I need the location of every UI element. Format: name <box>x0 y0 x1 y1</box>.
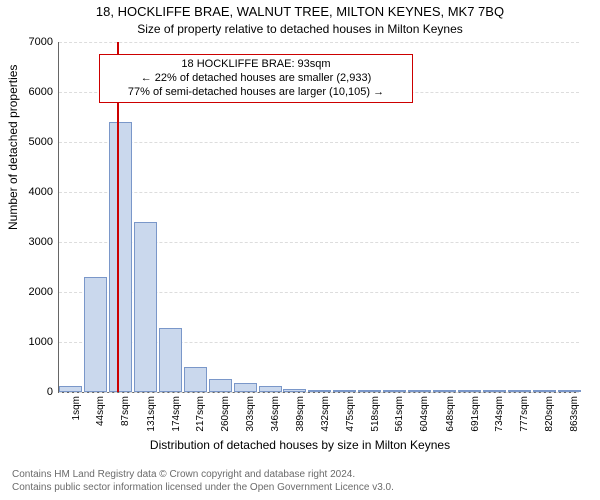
histogram-bar <box>59 386 82 392</box>
x-tick-label: 44sqm <box>95 396 106 426</box>
x-tick-label: 820sqm <box>544 396 555 432</box>
histogram-bar <box>358 390 381 392</box>
histogram-bar <box>109 122 132 392</box>
x-tick-label: 604sqm <box>419 396 430 432</box>
plot-area: 010002000300040005000600070001sqm44sqm87… <box>58 42 579 393</box>
x-tick-label: 863sqm <box>569 396 580 432</box>
annotation-line2: ← 22% of detached houses are smaller (2,… <box>106 72 406 86</box>
y-tick-label: 0 <box>47 386 53 398</box>
gridline <box>59 42 579 43</box>
x-tick-label: 691sqm <box>470 396 481 432</box>
x-tick-label: 475sqm <box>345 396 356 432</box>
x-tick-label: 734sqm <box>494 396 505 432</box>
y-tick-label: 2000 <box>29 286 53 298</box>
footer: Contains HM Land Registry data © Crown c… <box>12 468 394 494</box>
x-tick-label: 87sqm <box>120 396 131 426</box>
histogram-bar <box>333 390 356 392</box>
annotation-line1: 18 HOCKLIFFE BRAE: 93sqm <box>106 58 406 72</box>
histogram-bar <box>533 390 556 392</box>
x-tick-label: 217sqm <box>195 396 206 432</box>
x-tick-label: 131sqm <box>146 396 157 432</box>
chart-container: { "chart": { "type": "histogram", "title… <box>0 0 600 500</box>
histogram-bar <box>184 367 207 392</box>
gridline <box>59 142 579 143</box>
x-tick-label: 1sqm <box>71 396 82 420</box>
histogram-bar <box>159 328 182 392</box>
chart-title-line2: Size of property relative to detached ho… <box>0 22 600 36</box>
x-tick-label: 303sqm <box>245 396 256 432</box>
x-tick-label: 518sqm <box>370 396 381 432</box>
histogram-bar <box>383 390 406 392</box>
x-tick-label: 777sqm <box>519 396 530 432</box>
gridline <box>59 192 579 193</box>
x-tick-label: 174sqm <box>171 396 182 432</box>
x-axis-label: Distribution of detached houses by size … <box>0 438 600 452</box>
y-axis-label: Number of detached properties <box>6 65 20 230</box>
histogram-bar <box>408 390 431 392</box>
histogram-bar <box>558 390 581 392</box>
x-tick-label: 260sqm <box>220 396 231 432</box>
y-tick-label: 6000 <box>29 86 53 98</box>
x-tick-label: 561sqm <box>394 396 405 432</box>
histogram-bar <box>209 379 232 392</box>
annotation-line3: 77% of semi-detached houses are larger (… <box>106 86 406 100</box>
histogram-bar <box>508 390 531 392</box>
x-tick-label: 648sqm <box>445 396 456 432</box>
x-tick-label: 389sqm <box>295 396 306 432</box>
histogram-bar <box>308 390 331 392</box>
y-tick-label: 7000 <box>29 36 53 48</box>
histogram-bar <box>433 390 456 392</box>
y-tick-label: 5000 <box>29 136 53 148</box>
x-tick-label: 346sqm <box>270 396 281 432</box>
histogram-bar <box>134 222 157 392</box>
footer-line2: Contains public sector information licen… <box>12 481 394 494</box>
histogram-bar <box>458 390 481 392</box>
histogram-bar <box>259 386 282 392</box>
footer-line1: Contains HM Land Registry data © Crown c… <box>12 468 394 481</box>
histogram-bar <box>234 383 257 392</box>
y-tick-label: 4000 <box>29 186 53 198</box>
chart-title-line1: 18, HOCKLIFFE BRAE, WALNUT TREE, MILTON … <box>0 4 600 19</box>
y-tick-label: 1000 <box>29 336 53 348</box>
histogram-bar <box>483 390 506 392</box>
gridline <box>59 392 579 393</box>
histogram-bar <box>283 389 306 393</box>
x-tick-label: 432sqm <box>320 396 331 432</box>
histogram-bar <box>84 277 107 392</box>
y-tick-label: 3000 <box>29 236 53 248</box>
annotation-box: 18 HOCKLIFFE BRAE: 93sqm ← 22% of detach… <box>99 54 413 103</box>
